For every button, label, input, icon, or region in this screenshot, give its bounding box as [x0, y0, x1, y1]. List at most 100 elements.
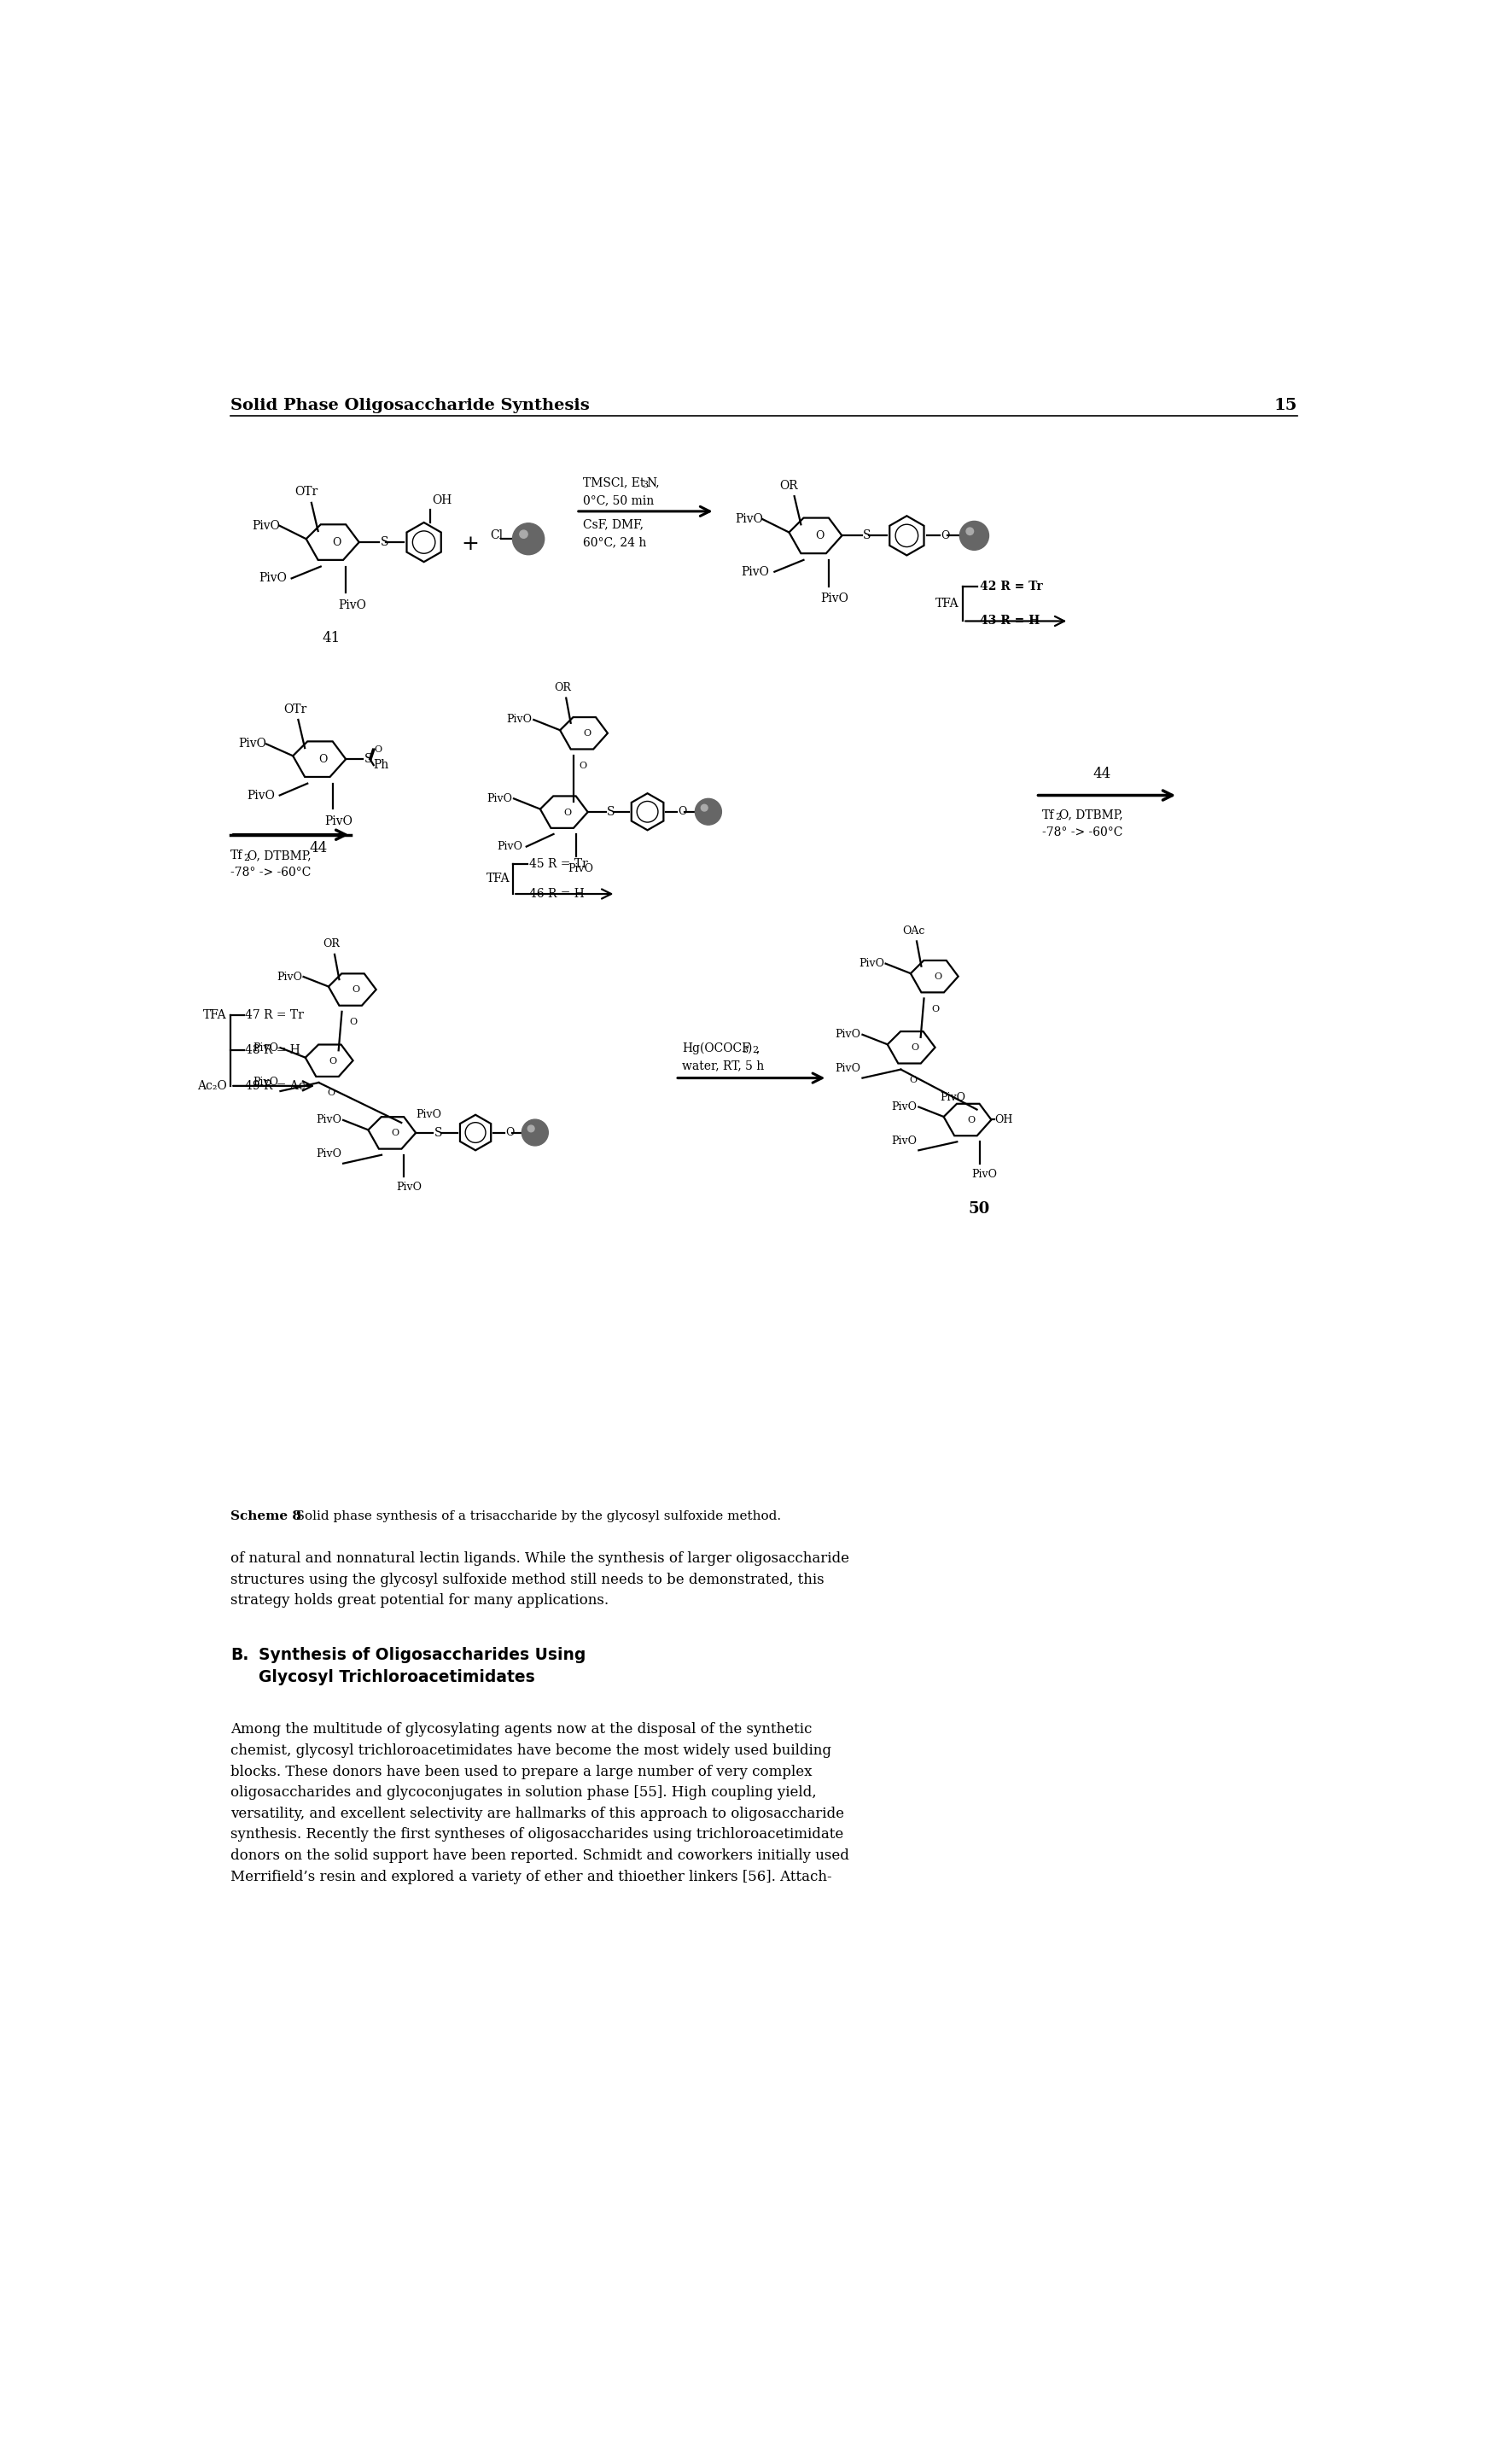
Text: O: O — [578, 761, 587, 769]
Text: Synthesis of Oligosaccharides Using: Synthesis of Oligosaccharides Using — [259, 1646, 585, 1663]
Text: PivO: PivO — [397, 1183, 422, 1193]
Text: PivO: PivO — [247, 788, 275, 801]
Text: 44: 44 — [309, 840, 327, 855]
Text: OH: OH — [994, 1114, 1013, 1126]
Text: ): ) — [746, 1042, 752, 1055]
Text: OR: OR — [554, 683, 571, 692]
Text: O: O — [374, 744, 382, 754]
Text: 0°C, 50 min: 0°C, 50 min — [583, 495, 654, 508]
Text: OR: OR — [780, 480, 798, 493]
Text: TFA: TFA — [936, 599, 958, 611]
Text: PivO: PivO — [835, 1030, 860, 1040]
Text: Among the multitude of glycosylating agents now at the disposal of the synthetic: Among the multitude of glycosylating age… — [230, 1722, 813, 1737]
Text: S: S — [364, 754, 373, 766]
Text: PivO: PivO — [317, 1148, 342, 1161]
Text: PivO: PivO — [259, 572, 287, 584]
Text: chemist, glycosyl trichloroacetimidates have become the most widely used buildin: chemist, glycosyl trichloroacetimidates … — [230, 1745, 832, 1757]
Text: N,: N, — [646, 478, 660, 488]
Text: O: O — [352, 986, 360, 993]
Text: 49 R = Ac: 49 R = Ac — [245, 1079, 306, 1092]
Text: Scheme 8: Scheme 8 — [230, 1510, 302, 1523]
Text: PivO: PivO — [507, 715, 532, 724]
Text: O: O — [391, 1129, 400, 1138]
Text: PivO: PivO — [820, 594, 849, 604]
Text: PivO: PivO — [892, 1136, 917, 1146]
Text: PivO: PivO — [337, 599, 366, 611]
Text: S: S — [863, 530, 871, 542]
Text: OR: OR — [322, 939, 340, 949]
Text: O: O — [678, 806, 687, 818]
Text: O: O — [563, 808, 571, 816]
Text: 48 R = H: 48 R = H — [245, 1045, 300, 1057]
Text: Tf: Tf — [230, 850, 244, 862]
Text: OAc: OAc — [902, 926, 924, 936]
Text: O: O — [909, 1077, 917, 1084]
Text: 60°C, 24 h: 60°C, 24 h — [583, 537, 646, 547]
Text: ,: , — [756, 1042, 759, 1055]
Text: PivO: PivO — [253, 1077, 279, 1087]
Text: TFA: TFA — [204, 1010, 227, 1023]
Text: 44: 44 — [1092, 766, 1112, 781]
Text: PivO: PivO — [568, 862, 594, 875]
Text: PivO: PivO — [317, 1114, 342, 1126]
Text: O, DTBMP,: O, DTBMP, — [1060, 808, 1122, 821]
Text: O: O — [911, 1042, 918, 1052]
Text: OH: OH — [432, 495, 452, 505]
Circle shape — [520, 530, 528, 537]
Circle shape — [960, 522, 988, 549]
Text: O: O — [935, 973, 942, 981]
Text: OTr: OTr — [294, 485, 318, 498]
Text: structures using the glycosyl sulfoxide method still needs to be demonstrated, t: structures using the glycosyl sulfoxide … — [230, 1572, 825, 1587]
Text: 3: 3 — [742, 1047, 747, 1055]
Text: PivO: PivO — [324, 816, 352, 828]
Text: PivO: PivO — [276, 971, 302, 983]
Text: 46 R = H: 46 R = H — [529, 887, 584, 899]
Text: 42 R = Tr: 42 R = Tr — [979, 582, 1042, 594]
Text: Ph: Ph — [373, 759, 389, 771]
Circle shape — [522, 1119, 548, 1146]
Text: PivO: PivO — [892, 1101, 917, 1111]
Text: O: O — [932, 1005, 939, 1013]
Text: PivO: PivO — [416, 1109, 441, 1121]
Text: -78° -> -60°C: -78° -> -60°C — [230, 867, 311, 880]
Text: Hg(OCOCF: Hg(OCOCF — [682, 1042, 750, 1055]
Text: 3: 3 — [642, 480, 648, 490]
Text: Cl: Cl — [490, 530, 502, 542]
Text: O: O — [814, 530, 823, 542]
Text: PivO: PivO — [835, 1064, 860, 1074]
Text: PivO: PivO — [859, 958, 884, 968]
Text: PivO: PivO — [487, 793, 513, 803]
Text: 2: 2 — [1055, 813, 1061, 821]
Text: TFA: TFA — [486, 872, 510, 885]
Text: 50: 50 — [969, 1202, 990, 1217]
Text: Tf: Tf — [1042, 808, 1055, 821]
Text: Solid Phase Oligosaccharide Synthesis: Solid Phase Oligosaccharide Synthesis — [230, 397, 590, 414]
Text: B.: B. — [230, 1646, 250, 1663]
Text: PivO: PivO — [734, 513, 762, 525]
Text: of natural and nonnatural lectin ligands. While the synthesis of larger oligosac: of natural and nonnatural lectin ligands… — [230, 1552, 850, 1565]
Text: 43 R = H: 43 R = H — [979, 616, 1040, 626]
Circle shape — [528, 1126, 535, 1131]
Text: PivO: PivO — [496, 840, 522, 853]
Text: PivO: PivO — [742, 567, 770, 577]
Text: O, DTBMP,: O, DTBMP, — [247, 850, 311, 862]
Text: 2: 2 — [752, 1047, 758, 1055]
Circle shape — [701, 806, 707, 811]
Text: 45 R = Tr: 45 R = Tr — [529, 857, 588, 870]
Text: PivO: PivO — [239, 739, 266, 749]
Text: S: S — [380, 537, 388, 547]
Text: Glycosyl Trichloroacetimidates: Glycosyl Trichloroacetimidates — [259, 1668, 535, 1685]
Circle shape — [966, 527, 973, 535]
Text: CsF, DMF,: CsF, DMF, — [583, 517, 643, 530]
Text: 47 R = Tr: 47 R = Tr — [245, 1010, 305, 1023]
Text: O: O — [349, 1018, 357, 1027]
Circle shape — [695, 798, 722, 825]
Text: oligosaccharides and glycoconjugates in solution phase [55]. High coupling yield: oligosaccharides and glycoconjugates in … — [230, 1786, 817, 1799]
Text: versatility, and excellent selectivity are hallmarks of this approach to oligosa: versatility, and excellent selectivity a… — [230, 1806, 844, 1821]
Text: water, RT, 5 h: water, RT, 5 h — [682, 1060, 764, 1072]
Text: 15: 15 — [1274, 397, 1297, 414]
Text: Solid phase synthesis of a trisaccharide by the glycosyl sulfoxide method.: Solid phase synthesis of a trisaccharide… — [284, 1510, 782, 1523]
Text: O: O — [333, 537, 340, 547]
Text: PivO: PivO — [253, 1042, 279, 1052]
Circle shape — [513, 522, 544, 554]
